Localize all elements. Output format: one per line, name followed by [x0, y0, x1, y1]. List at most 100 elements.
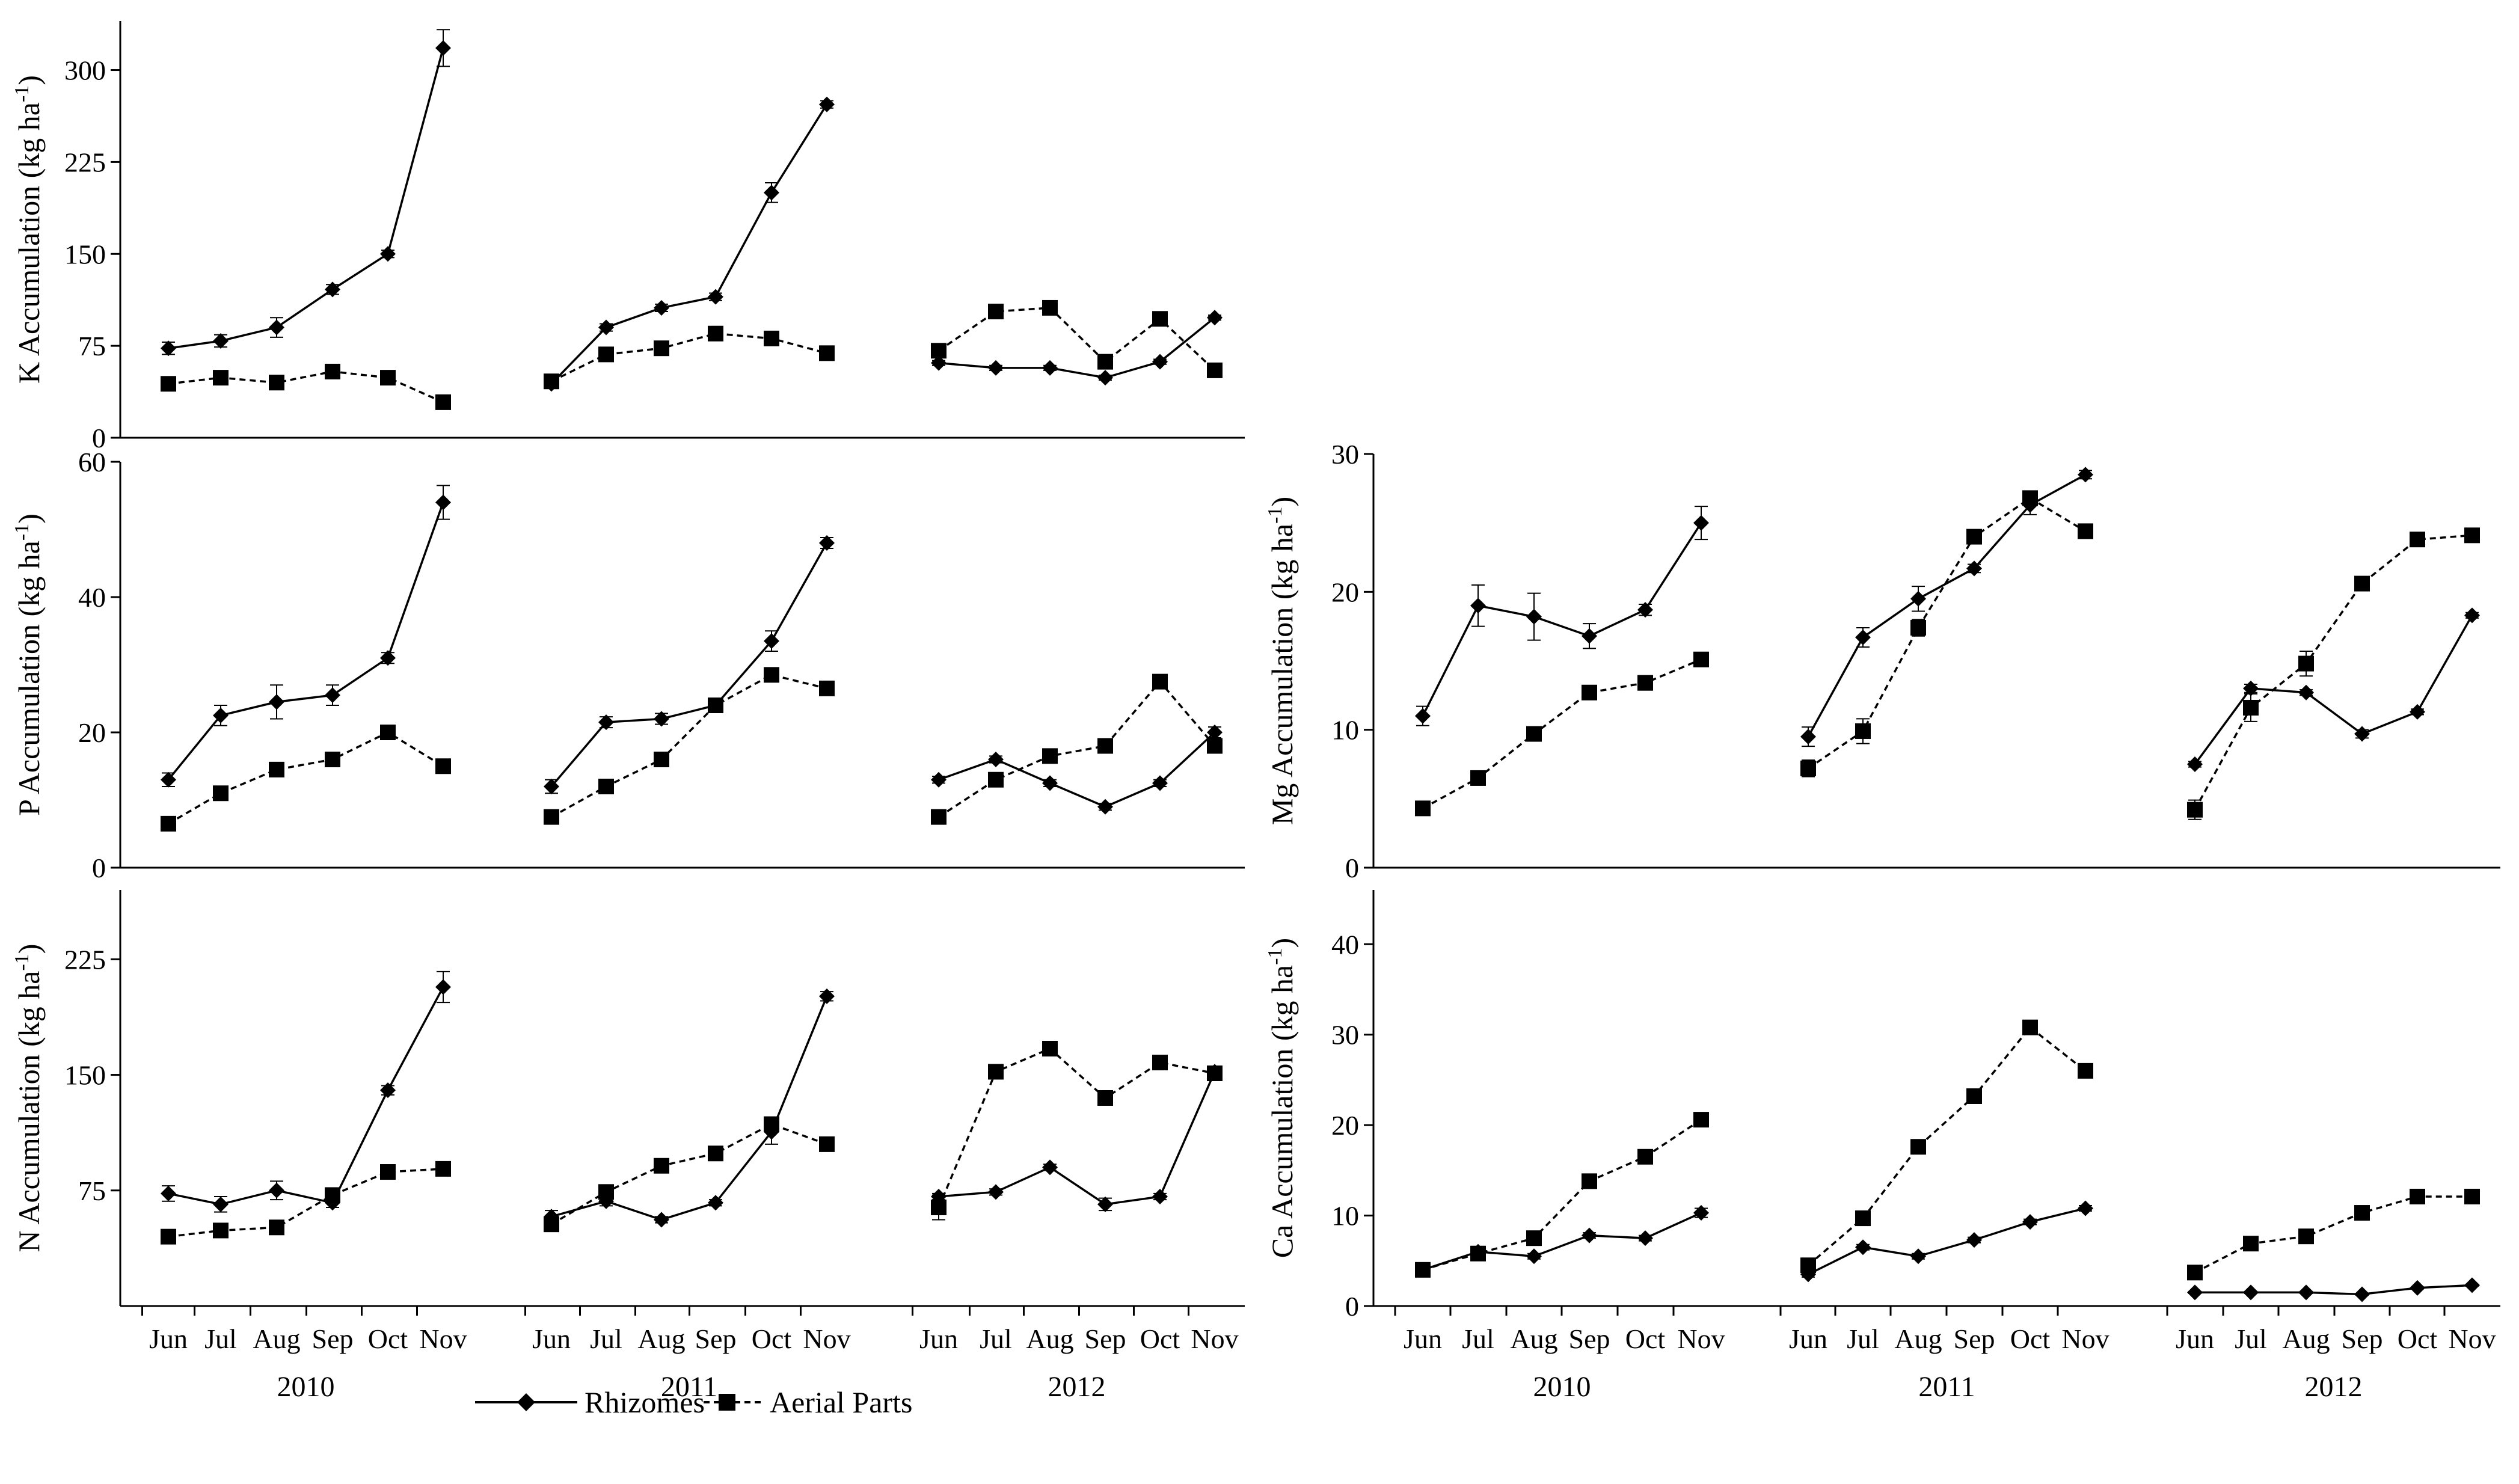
n-rhizomes-line-2010 [168, 986, 444, 1206]
panel-ca: 0 10 20 30 40 Ca Accumulation (kg ha-1) Jun Jul… [1264, 890, 2500, 1403]
panel-k: 0 75 150 225 300 K Accumulation (kg ha-1) [11, 21, 1245, 453]
ca-month-label: Aug [1894, 1323, 1942, 1354]
ca-month-label: Sep [1954, 1323, 1995, 1354]
n-month-label: Jun [532, 1323, 571, 1354]
p-aerial-point [764, 667, 779, 683]
ca-rhizomes-point [2410, 1280, 2425, 1296]
k-aerial-point [654, 340, 669, 357]
ca-y-label: Ca Accumulation (kg ha-1) [1264, 938, 1299, 1258]
n-aerial-point [325, 1187, 340, 1203]
n-y-label-main: N Accumulation (kg ha [12, 971, 46, 1253]
mg-aerial-point [2464, 527, 2480, 544]
ca-aerial-point [2354, 1205, 2370, 1221]
p-rhizomes-point [819, 535, 835, 551]
ca-rhizomes-point [2187, 1284, 2203, 1301]
mg-y-label: Mg Accumulation (kg ha-1) [1264, 497, 1299, 825]
k-rhizomes-point [988, 360, 1004, 376]
p-rhizomes-point [269, 694, 284, 710]
n-rhizomes-point [819, 988, 835, 1004]
n-aerial-point [269, 1219, 284, 1236]
mg-aerial-point [1966, 529, 1982, 545]
mg-rhizomes-point [2187, 756, 2203, 772]
mg-aerial-point [1470, 770, 1486, 786]
k-rhizomes-point [161, 340, 176, 357]
n-month-label: Jun [919, 1323, 958, 1354]
p-aerial-point [213, 785, 229, 802]
n-aerial-point [654, 1157, 669, 1174]
p-ytick-label: 40 [78, 582, 106, 613]
mg-rhizomes-point [2354, 726, 2370, 742]
mg-aerial-line-2010 [1422, 658, 1702, 809]
n-aerial-point [161, 1228, 176, 1245]
ca-month-label: Aug [1510, 1323, 1557, 1354]
n-month-label: Oct [752, 1323, 792, 1354]
p-y-label-sup: -1 [11, 524, 33, 541]
p-rhizomes-point [1207, 725, 1223, 740]
mg-aerial-point [1415, 800, 1431, 817]
n-aerial-point [380, 1164, 396, 1180]
p-ytick-label: 60 [78, 447, 106, 477]
k-aerial-point [598, 346, 614, 363]
k-rhizomes-point [269, 319, 284, 336]
n-aerial-point [1207, 1065, 1223, 1081]
ca-rhizomes-line-2011 [1808, 1207, 2086, 1275]
n-aerial-line-2011 [551, 1123, 827, 1225]
ca-aerial-line-2012 [2194, 1195, 2472, 1274]
p-rhizomes-point [598, 714, 614, 731]
k-rhizomes-point [654, 299, 669, 316]
mg-aerial-point [2354, 575, 2370, 592]
ca-aerial-point [2410, 1188, 2425, 1204]
n-month-label: Jul [590, 1323, 622, 1354]
n-rhizomes-point [1042, 1159, 1058, 1176]
mg-rhizomes-point [1910, 590, 1926, 607]
ca-month-label: Nov [2061, 1323, 2109, 1354]
ca-aerial-point [2078, 1062, 2093, 1079]
ca-rhizomes-point [2078, 1200, 2093, 1216]
mg-rhizomes-point [1855, 630, 1871, 646]
ca-aerial-point [2243, 1236, 2259, 1252]
ca-month-label: Jul [2235, 1323, 2267, 1354]
n-month-label: Aug [637, 1323, 685, 1354]
n-rhizomes-point [1152, 1189, 1168, 1205]
k-aerial-point [1152, 311, 1168, 327]
mg-rhizomes-point [1966, 560, 1982, 577]
ca-month-label: Oct [2010, 1323, 2051, 1354]
ca-ytick-label: 20 [1331, 1110, 1359, 1141]
n-rhizomes-point [380, 1082, 396, 1099]
p-aerial-line-2010 [168, 731, 444, 825]
mg-ytick-label: 30 [1331, 439, 1359, 470]
k-rhizomes-point [708, 289, 723, 305]
mg-rhizomes-point [2078, 467, 2093, 483]
p-aerial-point [1042, 748, 1058, 764]
p-aerial-line-2011 [551, 673, 827, 818]
n-month-label: Sep [312, 1323, 354, 1354]
k-rhizomes-line-2011 [550, 103, 828, 385]
p-rhizomes-point [931, 771, 947, 788]
mg-ytick-label: 0 [1345, 853, 1359, 883]
n-aerial-point [1042, 1040, 1058, 1056]
p-ytick-label: 0 [92, 853, 106, 883]
n-month-label: Jul [980, 1323, 1012, 1354]
p-aerial-line-2012 [938, 679, 1216, 818]
ca-month-label: Jul [1462, 1323, 1494, 1354]
n-month-label: Aug [253, 1323, 300, 1354]
ca-rhizomes-line-2012 [2195, 1284, 2473, 1296]
k-aerial-line-2011 [551, 332, 827, 382]
p-rhizomes-point [654, 711, 669, 727]
ca-aerial-line-2011 [1807, 1026, 2087, 1266]
k-rhizomes-line-2012 [938, 316, 1216, 379]
n-month-label: Jul [204, 1323, 237, 1354]
n-month-label: Oct [1140, 1323, 1180, 1354]
mg-rhizomes-point [2410, 704, 2425, 720]
p-ytick-label: 20 [78, 717, 106, 748]
panel-p: 0 20 40 60 P Accumulation (kg ha-1) [11, 447, 1245, 883]
p-y-label-main: P Accumulation (kg ha [12, 541, 46, 816]
k-rhizomes-point [1097, 370, 1113, 386]
k-aerial-point [269, 375, 284, 391]
legend-aerial-marker [719, 1394, 735, 1411]
mg-y-label-main: Mg Accumulation (kg ha [1265, 524, 1299, 825]
ca-rhizomes-point [2464, 1277, 2480, 1293]
k-ytick-label: 300 [64, 55, 106, 86]
p-y-label-close: ) [12, 514, 46, 524]
